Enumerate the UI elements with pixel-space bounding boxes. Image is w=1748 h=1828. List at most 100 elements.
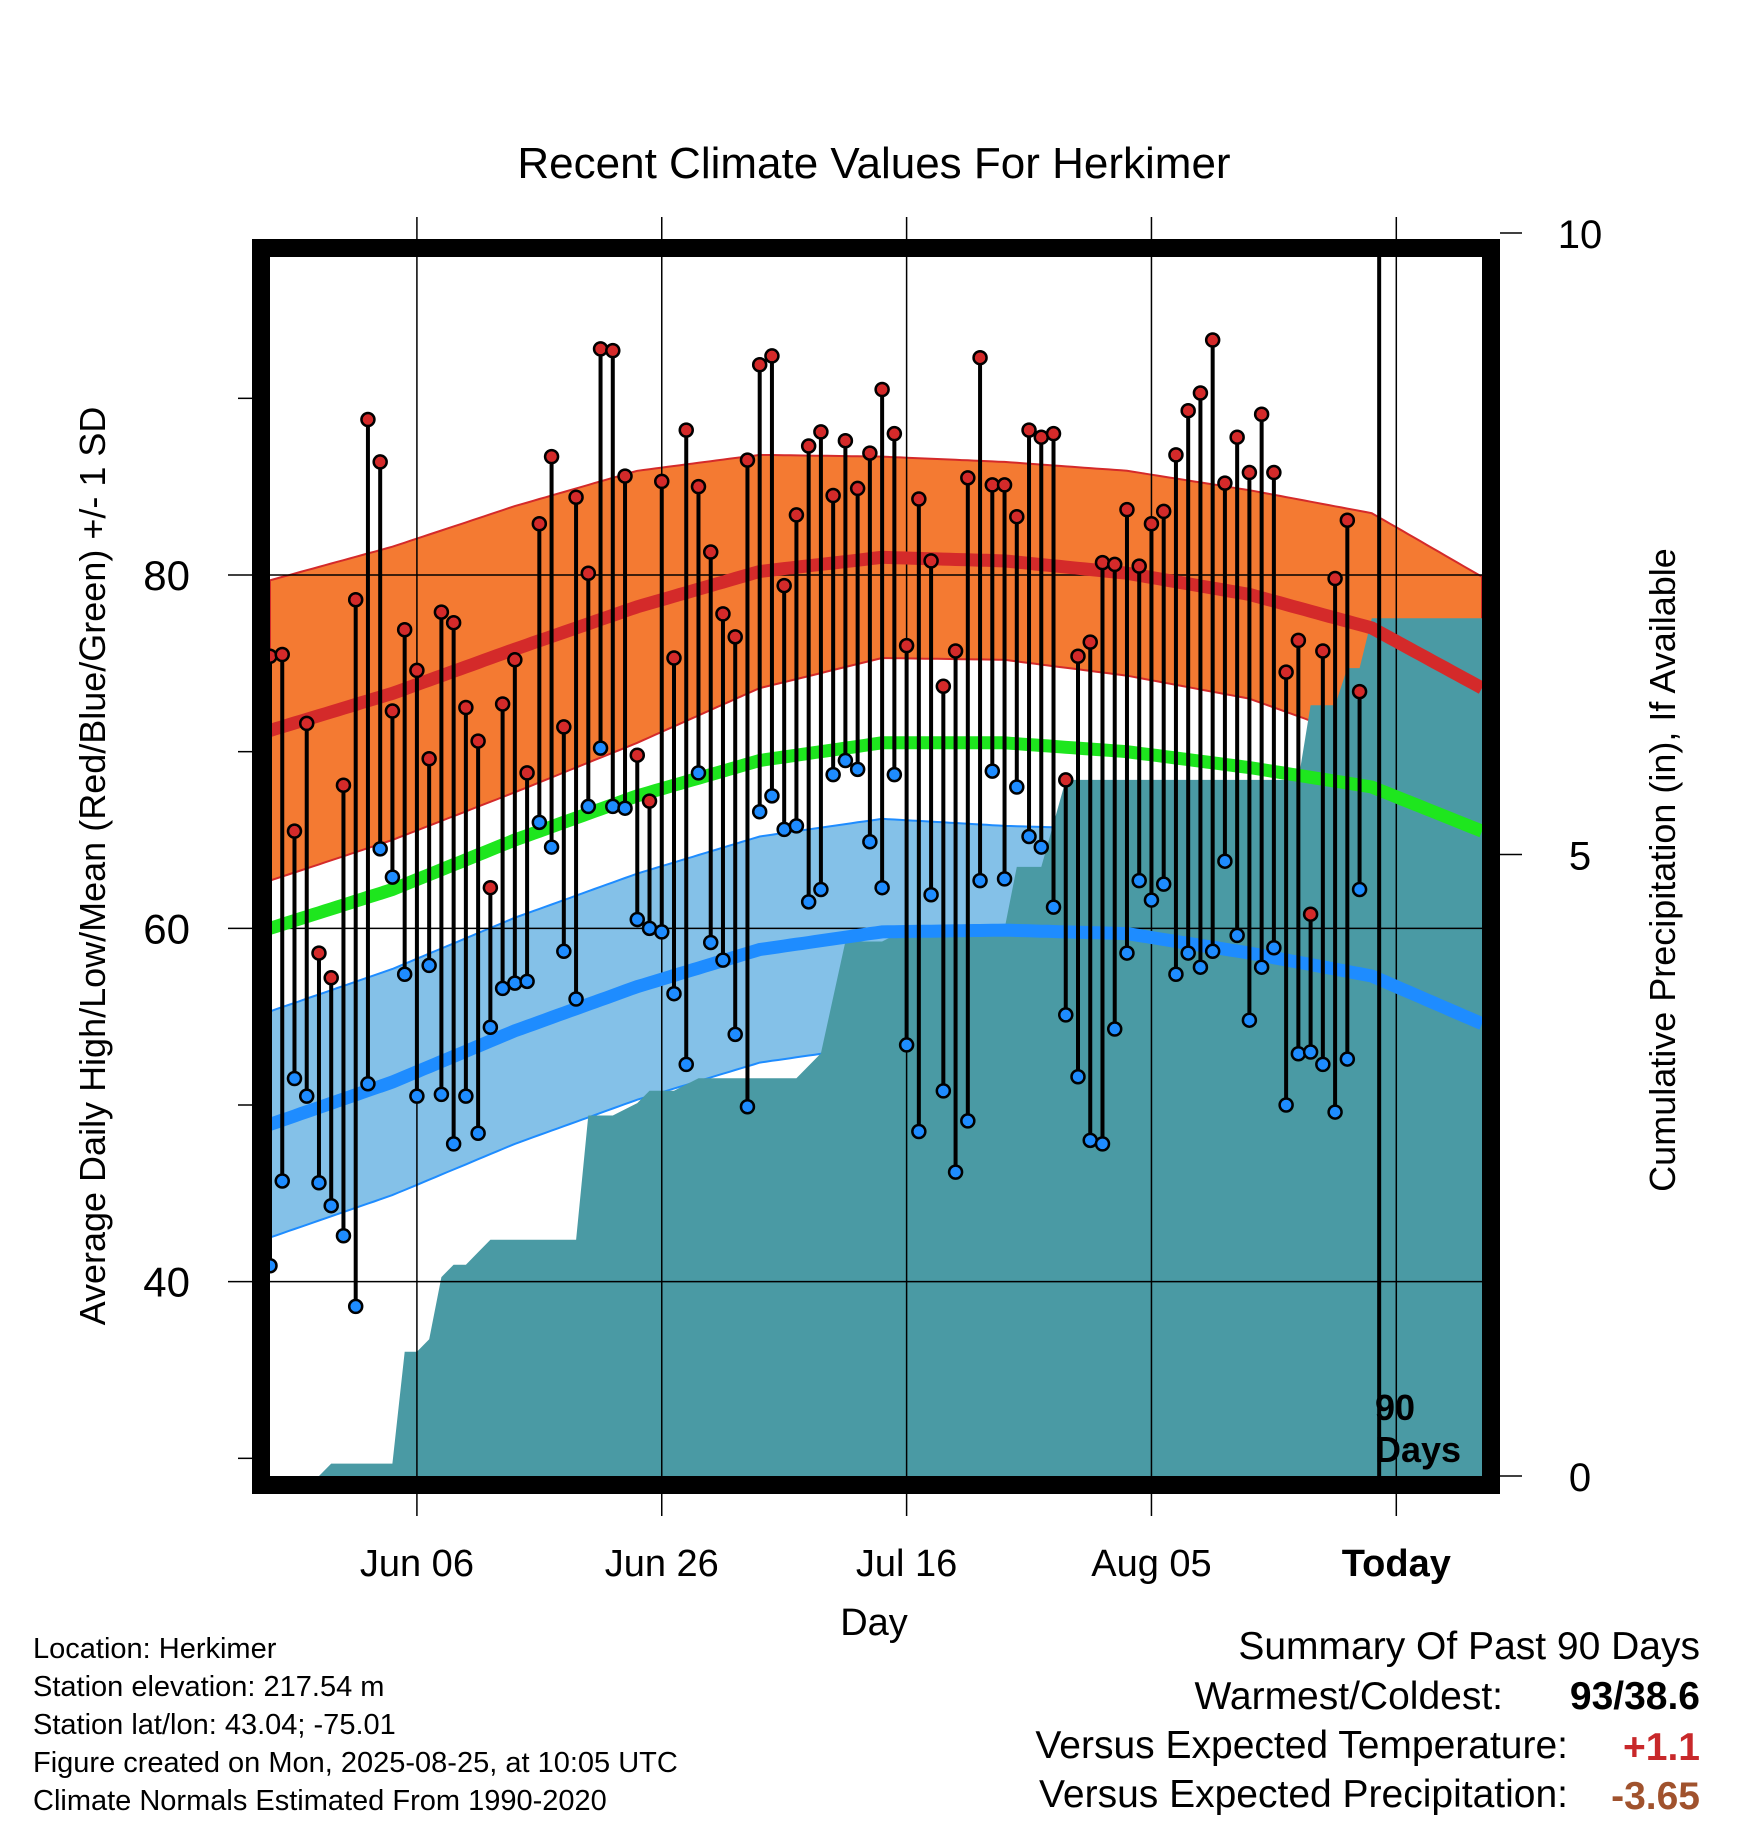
daily-low-point bbox=[458, 1088, 474, 1104]
daily-low-point bbox=[1143, 892, 1160, 908]
latlon-line: Station lat/lon: 43.04; -75.01 bbox=[33, 1709, 396, 1741]
daily-low-point bbox=[1315, 1056, 1331, 1073]
daily-low-point bbox=[947, 1164, 964, 1180]
daily-low-point bbox=[384, 869, 401, 885]
daily-low-point bbox=[1253, 959, 1270, 975]
daily-low-point bbox=[286, 1070, 303, 1087]
daily-low-point bbox=[445, 1136, 462, 1152]
daily-high-point bbox=[519, 765, 535, 781]
daily-high-point bbox=[1241, 464, 1258, 481]
today-annotation: 90 Days bbox=[1375, 1387, 1461, 1470]
daily-high-point bbox=[311, 945, 327, 961]
daily-high-point bbox=[1094, 554, 1111, 571]
daily-low-point bbox=[494, 980, 511, 997]
daily-low-point bbox=[1241, 1012, 1258, 1028]
daily-high-point bbox=[1033, 429, 1050, 445]
daily-low-point bbox=[960, 1113, 976, 1129]
daily-low-point bbox=[568, 991, 584, 1007]
normal-mean-line bbox=[270, 736, 1482, 935]
daily-high-point bbox=[1192, 385, 1209, 401]
daily-high-point bbox=[678, 422, 694, 438]
daily-low-point bbox=[1021, 828, 1037, 845]
daily-high-point bbox=[923, 553, 939, 569]
daily-low-point bbox=[984, 763, 1001, 779]
daily-low-point bbox=[409, 1088, 425, 1104]
daily-low-point bbox=[886, 766, 903, 783]
daily-low-point bbox=[1045, 899, 1062, 915]
today-annotation-line: 90 bbox=[1375, 1387, 1415, 1428]
daily-high-point bbox=[1290, 632, 1307, 649]
daily-low-point bbox=[1070, 1068, 1086, 1085]
daily-low-point bbox=[347, 1298, 364, 1315]
daily-high-point bbox=[568, 489, 584, 506]
daily-low-point bbox=[323, 1197, 339, 1214]
daily-low-point bbox=[1229, 927, 1245, 944]
daily-high-point bbox=[470, 733, 486, 749]
x-tick-label: Aug 05 bbox=[1091, 1543, 1211, 1585]
daily-high-point bbox=[384, 703, 401, 719]
daily-low-point bbox=[1119, 945, 1135, 961]
precip-cumulative-area bbox=[270, 618, 1482, 1476]
daily-low-point bbox=[898, 1037, 915, 1053]
daily-low-point bbox=[715, 952, 731, 968]
daily-high-point bbox=[1204, 332, 1221, 348]
daily-low-point bbox=[788, 818, 805, 834]
daily-low-point bbox=[923, 887, 939, 903]
daily-high-point bbox=[1315, 643, 1331, 659]
daily-high-point bbox=[813, 424, 829, 440]
daily-high-point bbox=[874, 381, 890, 398]
daily-high-point bbox=[898, 637, 915, 654]
x-axis-label: Day bbox=[840, 1602, 908, 1644]
daily-high-point bbox=[1351, 683, 1368, 700]
daily-high-point bbox=[972, 349, 988, 366]
daily-low-point bbox=[360, 1076, 376, 1092]
daily-high-point bbox=[1168, 447, 1184, 463]
daily-low-point bbox=[996, 871, 1013, 887]
daily-low-point bbox=[1302, 1044, 1319, 1060]
daily-low-point bbox=[1217, 853, 1233, 869]
daily-low-point bbox=[605, 798, 621, 815]
daily-low-point bbox=[849, 761, 866, 778]
daily-low-point bbox=[1339, 1051, 1356, 1067]
daily-high-point bbox=[825, 487, 841, 504]
daily-low-point bbox=[690, 765, 707, 781]
daily-high-point bbox=[1266, 464, 1282, 481]
daily-low-point bbox=[1290, 1046, 1307, 1062]
x-tick-label: Jun 06 bbox=[360, 1543, 474, 1585]
daily-high-point bbox=[482, 879, 499, 896]
daily-high-point bbox=[1058, 772, 1074, 788]
daily-high-point bbox=[947, 643, 964, 659]
y2-tick-label: 10 bbox=[1558, 213, 1603, 257]
daily-high-point bbox=[580, 565, 597, 581]
daily-high-point bbox=[1009, 508, 1025, 525]
daily-high-point bbox=[1082, 634, 1098, 650]
daily-low-point bbox=[507, 975, 523, 991]
daily-high-point bbox=[1180, 402, 1196, 419]
daily-low-point bbox=[1327, 1104, 1343, 1120]
daily-low-point bbox=[1351, 881, 1368, 898]
daily-low-point bbox=[1094, 1136, 1111, 1152]
daily-high-point bbox=[372, 454, 388, 470]
daily-low-point bbox=[274, 1173, 290, 1189]
daily-low-point bbox=[396, 966, 413, 983]
daily-high-point bbox=[935, 678, 952, 695]
daily-low-point bbox=[739, 1099, 756, 1115]
y-tick-label: 80 bbox=[143, 552, 190, 599]
daily-low-point bbox=[470, 1125, 486, 1142]
daily-high-point bbox=[1339, 512, 1356, 528]
daily-low-point bbox=[519, 973, 535, 990]
daily-low-point bbox=[1033, 839, 1050, 855]
daily-high-point bbox=[360, 411, 376, 428]
daily-low-point bbox=[298, 1088, 315, 1104]
y-tick-label: 40 bbox=[143, 1259, 190, 1306]
daily-low-point bbox=[1192, 959, 1209, 975]
daily-low-point bbox=[751, 803, 768, 820]
daily-high-point bbox=[727, 629, 743, 645]
x-tick-label: Jun 26 bbox=[605, 1543, 719, 1585]
daily-low-point bbox=[1204, 943, 1221, 960]
daily-low-point bbox=[433, 1086, 450, 1103]
temp-anomaly-value: +1.1 bbox=[1623, 1726, 1700, 1769]
daily-high-point bbox=[739, 452, 756, 468]
